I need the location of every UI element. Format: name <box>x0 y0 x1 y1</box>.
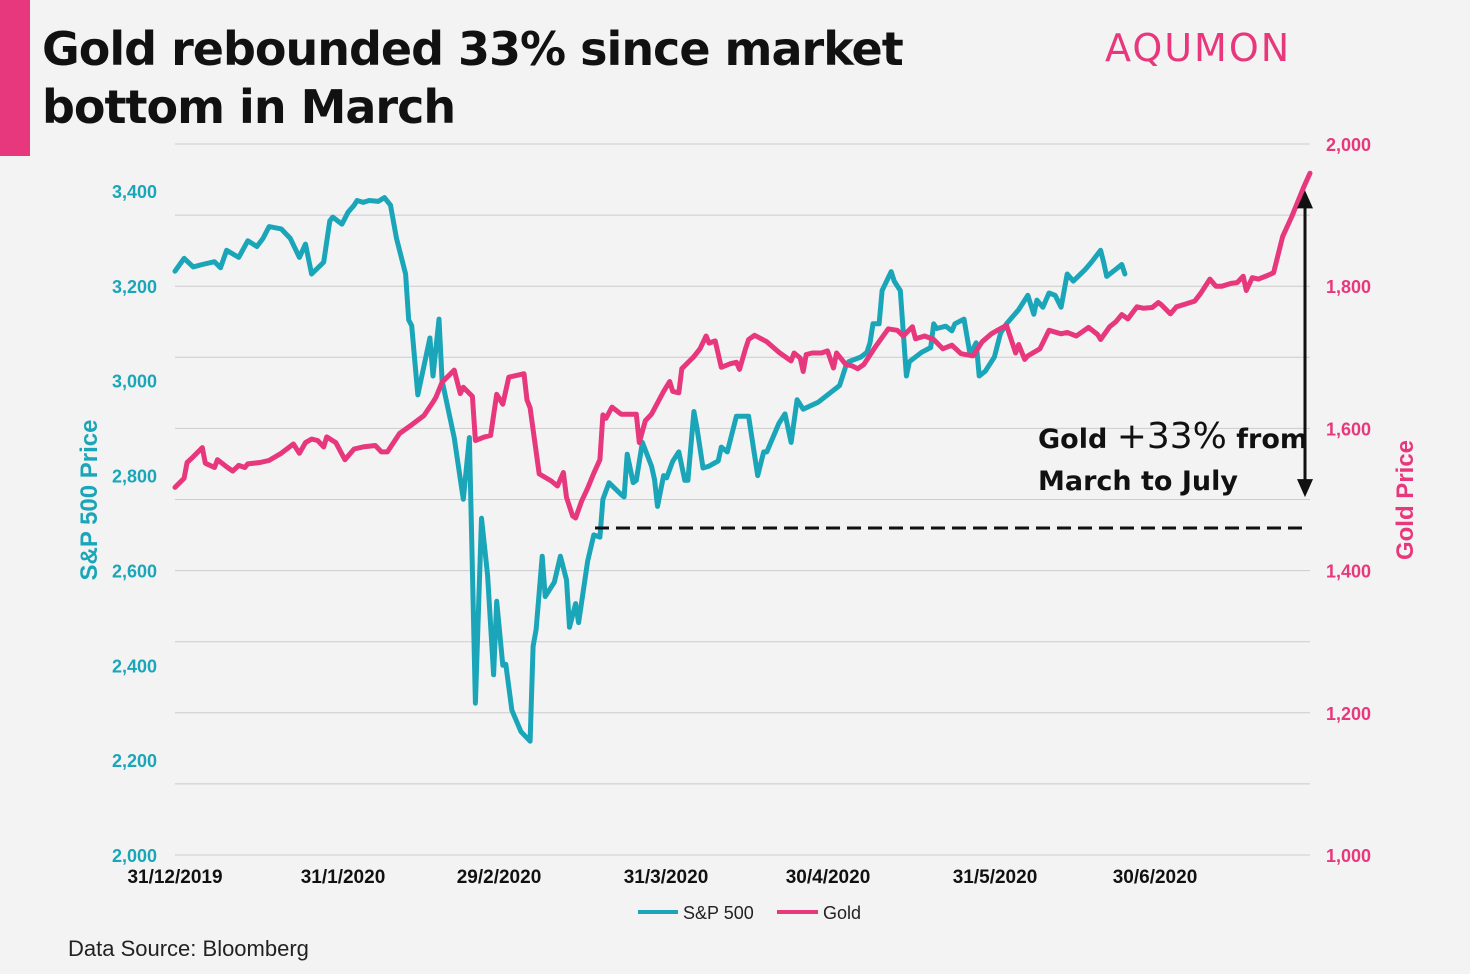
x-axis-ticks: 31/12/2019 31/1/2020 29/2/2020 31/3/2020 30/… <box>127 867 1197 888</box>
data-source-note: Data Source: Bloomberg <box>68 936 309 961</box>
x-tick-label: 30/4/2020 <box>786 867 871 888</box>
chart-title: Gold rebounded 33% since market bottom i… <box>42 22 904 134</box>
right-tick-label: 1,200 <box>1326 704 1371 724</box>
left-tick-label: 2,000 <box>112 846 157 866</box>
left-tick-label: 2,800 <box>112 467 157 487</box>
x-tick-label: 31/5/2020 <box>953 867 1038 888</box>
left-tick-label: 3,000 <box>112 372 157 392</box>
title-accent-bar <box>0 0 30 156</box>
change-arrow-head-down <box>1297 479 1313 498</box>
right-tick-label: 2,000 <box>1326 135 1371 155</box>
x-tick-label: 29/2/2020 <box>457 867 542 888</box>
left-tick-label: 3,400 <box>112 182 157 202</box>
x-tick-label: 31/1/2020 <box>301 867 386 888</box>
annotation-prefix: Gold <box>1038 424 1117 455</box>
right-tick-label: 1,400 <box>1326 562 1371 582</box>
x-tick-label: 30/6/2020 <box>1113 867 1198 888</box>
left-axis-ticks: 2,000 2,200 2,400 2,600 2,800 3,000 3,200 3,400 <box>112 182 157 866</box>
annotation-percent: +33% <box>1117 416 1227 457</box>
left-axis-title: S&P 500 Price <box>76 419 103 580</box>
series-line-gold <box>172 170 1313 521</box>
right-axis-ticks: 1,000 1,200 1,400 1,600 1,800 2,000 <box>1326 135 1371 866</box>
right-tick-label: 1,800 <box>1326 277 1371 297</box>
x-tick-label: 31/3/2020 <box>624 867 709 888</box>
annotation-layer: Gold +33% from March to July <box>595 190 1313 530</box>
left-tick-label: 2,600 <box>112 561 157 581</box>
annotation-line-1: Gold +33% from <box>1038 416 1308 457</box>
left-tick-label: 2,400 <box>112 656 157 676</box>
left-tick-label: 2,200 <box>112 751 157 771</box>
legend-label-sp500: S&P 500 <box>683 903 754 923</box>
right-tick-label: 1,000 <box>1326 846 1371 866</box>
right-axis-title: Gold Price <box>1392 440 1419 560</box>
x-tick-label: 31/12/2019 <box>127 867 222 888</box>
gridlines <box>175 143 1310 856</box>
annotation-line-2: March to July <box>1038 466 1238 497</box>
series-layer <box>172 170 1313 744</box>
right-tick-label: 1,600 <box>1326 419 1371 439</box>
legend-label-gold: Gold <box>823 903 861 923</box>
series-line-sp500 <box>172 195 1128 744</box>
change-arrow-head-up <box>1297 190 1313 209</box>
left-tick-label: 3,200 <box>112 277 157 297</box>
brand-logo: AQUMON <box>1105 26 1292 70</box>
legend: S&P 500 Gold <box>638 903 861 923</box>
annotation-suffix: from <box>1227 424 1308 455</box>
